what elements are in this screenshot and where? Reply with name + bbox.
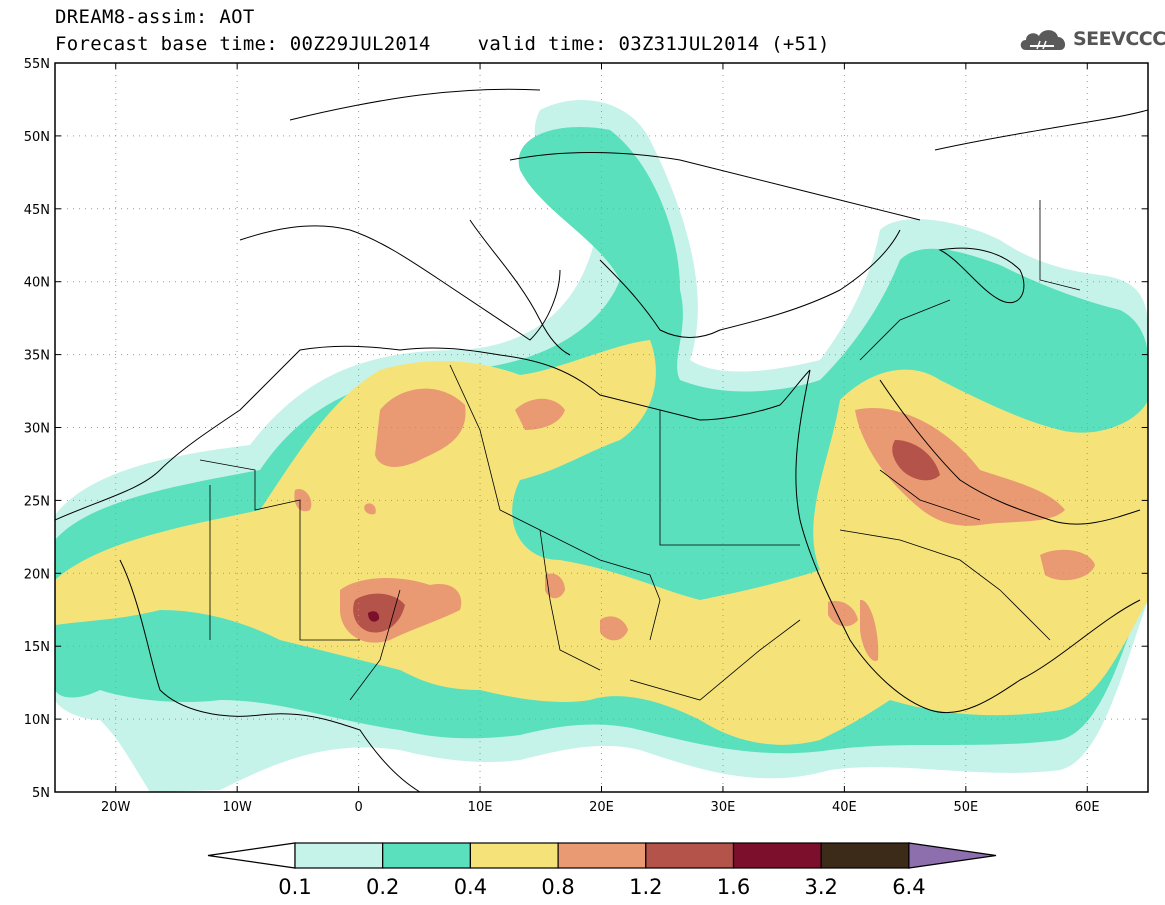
lat-tick-label: 40N (24, 276, 50, 291)
seevccc-logo: SEEVCCC (1018, 24, 1165, 54)
lat-tick-label: 10N (24, 713, 50, 728)
colorbar-label: 0.4 (454, 875, 487, 899)
colorbar-label: 0.8 (541, 875, 574, 899)
lat-tick-label: 35N (24, 349, 50, 364)
lon-tick-label: 10E (468, 800, 493, 815)
colorbar-swatch (732, 842, 822, 869)
forecast-time-line: Forecast base time: 00Z29JUL2014 valid t… (55, 33, 830, 55)
lat-tick-label: 30N (24, 422, 50, 437)
colorbar-extend-high (908, 842, 997, 869)
colorbar-swatch (557, 842, 647, 869)
lon-tick-label: 60E (1075, 800, 1100, 815)
colorbar: 0.1 0.2 0.4 0.8 1.2 1.6 3.2 6.4 (207, 842, 997, 899)
map-title: DREAM8-assim: AOT (55, 6, 255, 28)
lon-tick-label: 50E (953, 800, 978, 815)
lon-tick-label: 30E (711, 800, 736, 815)
lon-tick-label: 10W (222, 800, 252, 815)
longitude-axis: 20W 10W 0 10E 20E 30E 40E 50E 60E (101, 63, 1100, 815)
lon-tick-label: 40E (832, 800, 857, 815)
aot-contour-1.6 (368, 611, 380, 622)
colorbar-swatch (469, 842, 559, 869)
gridlines (55, 63, 1148, 792)
colorbar-swatch (382, 842, 472, 869)
lat-tick-label: 20N (24, 567, 50, 582)
lat-tick-label: 55N (24, 57, 50, 72)
coastlines (55, 88, 1148, 792)
logo-text: SEEVCCC (1073, 28, 1165, 50)
aot-shading (55, 100, 1148, 792)
colorbar-swatch (294, 842, 384, 869)
lat-tick-label: 25N (24, 494, 50, 509)
cloud-logo-icon (1020, 30, 1066, 50)
colorbar-swatch (820, 842, 910, 869)
colorbar-label: 0.2 (366, 875, 399, 899)
lon-tick-label: 0 (354, 800, 362, 815)
colorbar-label: 0.1 (278, 875, 311, 899)
country-borders (199, 200, 1081, 701)
lat-tick-label: 15N (24, 640, 50, 655)
colorbar-label: 3.2 (804, 875, 837, 899)
colorbar-label: 1.6 (717, 875, 750, 899)
lat-tick-label: 5N (32, 786, 50, 801)
colorbar-extend-low (207, 842, 296, 869)
lat-tick-label: 45N (24, 203, 50, 218)
lat-tick-label: 50N (24, 130, 50, 145)
lon-tick-label: 20E (589, 800, 614, 815)
colorbar-label: 1.2 (629, 875, 662, 899)
colorbar-swatch (645, 842, 735, 869)
lon-tick-label: 20W (101, 800, 131, 815)
colorbar-label: 6.4 (892, 875, 925, 899)
latitude-axis: 55N 50N 45N 40N 35N 30N 25N 20N 15N 10N 5N (24, 57, 1148, 801)
